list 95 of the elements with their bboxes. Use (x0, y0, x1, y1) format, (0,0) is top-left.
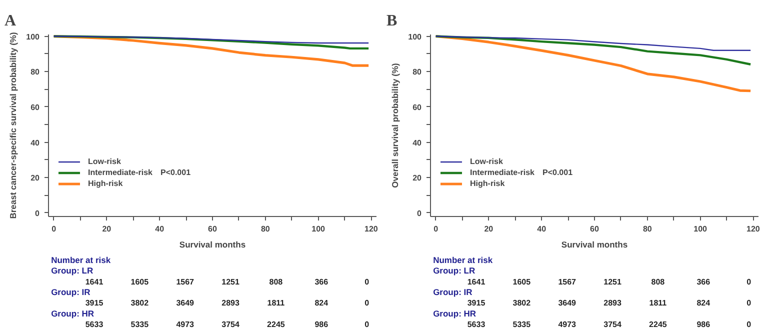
line-series (52, 35, 370, 50)
x-tick-label: 60 (590, 224, 600, 234)
legend-label: Intermediate-risk (88, 167, 152, 178)
annotation: P<0.001 (160, 168, 192, 177)
x-tick-label: 100 (312, 224, 326, 234)
y-tick-label: 60 (412, 102, 422, 112)
x-tick-label: 20 (102, 224, 112, 234)
y-tick-label: 80 (30, 68, 40, 77)
text: 808 (651, 277, 666, 286)
legend-label: High-risk (88, 178, 123, 189)
y-tick-label: 60 (30, 102, 40, 112)
text: 0 (746, 298, 752, 308)
x-tick-label: 100 (694, 224, 708, 234)
text: 1641 (85, 277, 104, 286)
text: 1567 (558, 277, 577, 286)
text: 5335 (512, 320, 532, 330)
y-tick-label: 20 (412, 174, 422, 183)
y-tick-label: 100 (26, 32, 40, 42)
text: 3802 (512, 298, 532, 308)
text: Group: IR (51, 287, 90, 297)
legend-label: Low-risk (470, 156, 503, 167)
chart-title: B (386, 12, 398, 30)
text: Group: LR (433, 266, 476, 276)
x-axis-title: Survival months (561, 240, 628, 250)
text: 986 (696, 320, 711, 330)
y-axis-title: Breast cancer-specific survival probability (%) (8, 32, 18, 219)
text: 1251 (222, 277, 240, 286)
line-series (53, 36, 370, 44)
text: 0 (746, 320, 752, 330)
line-series (434, 35, 752, 66)
text: 808 (269, 277, 284, 286)
text: 824 (314, 298, 329, 308)
text: Group: IR (433, 287, 472, 297)
y-tick-label: 40 (412, 138, 422, 148)
x-tick-label: 40 (155, 224, 165, 234)
text: 0 (364, 277, 370, 286)
text: 5633 (85, 320, 104, 330)
text: 0 (364, 320, 370, 330)
x-axis-title: Survival months (179, 240, 246, 250)
text: Group: HR (51, 308, 94, 318)
text: 2245 (649, 320, 668, 330)
legend-label: Intermediate-risk (470, 167, 534, 178)
text: 0 (746, 277, 752, 286)
text: 3649 (176, 298, 195, 308)
text: Number at risk (51, 254, 111, 265)
text: 4973 (558, 320, 577, 330)
text: 2893 (604, 298, 622, 308)
text: 986 (314, 320, 329, 330)
y-tick-label: 100 (408, 32, 422, 42)
x-tick-label: 0 (434, 224, 439, 234)
x-tick-label: 80 (260, 224, 270, 234)
text: 1605 (130, 277, 150, 286)
text: 1641 (467, 277, 486, 286)
x-tick-label: 120 (746, 224, 760, 234)
text: Group: LR (51, 266, 94, 276)
legend-label: Low-risk (88, 156, 121, 167)
text: 3754 (222, 320, 240, 330)
text: 366 (696, 277, 711, 286)
chart-title: A (4, 12, 16, 30)
text: Group: HR (433, 308, 476, 318)
text: 5633 (467, 320, 486, 330)
text: 824 (696, 298, 711, 308)
x-tick-label: 40 (537, 224, 547, 234)
text: 3649 (558, 298, 577, 308)
text: 1605 (512, 277, 532, 286)
annotation: P<0.001 (542, 168, 574, 177)
y-tick-label: 40 (30, 138, 40, 148)
legend-label: High-risk (470, 178, 505, 189)
text: 1251 (604, 277, 622, 286)
line-series (435, 36, 752, 52)
text: 3915 (85, 298, 104, 308)
text: 2893 (222, 298, 240, 308)
x-tick-label: 20 (484, 224, 494, 234)
y-axis-title: Overall survival probability (%) (390, 62, 400, 188)
text: 2245 (267, 320, 286, 330)
text: 5335 (130, 320, 150, 330)
text: 3915 (467, 298, 486, 308)
y-tick-label: 0 (35, 208, 40, 218)
line-series (434, 34, 752, 92)
y-tick-label: 80 (412, 68, 422, 77)
text: 1811 (649, 298, 668, 308)
x-tick-label: 0 (52, 224, 57, 234)
x-tick-label: 120 (364, 224, 378, 234)
text: 1811 (267, 298, 286, 308)
text: 3802 (130, 298, 150, 308)
text: 4973 (176, 320, 195, 330)
y-tick-label: 0 (417, 208, 422, 218)
text: 1567 (176, 277, 195, 286)
x-tick-label: 80 (642, 224, 652, 234)
y-tick-label: 20 (30, 174, 40, 183)
text: 366 (314, 277, 329, 286)
text: 3754 (604, 320, 622, 330)
text: 0 (364, 298, 370, 308)
text: Number at risk (433, 254, 493, 265)
x-tick-label: 60 (208, 224, 218, 234)
